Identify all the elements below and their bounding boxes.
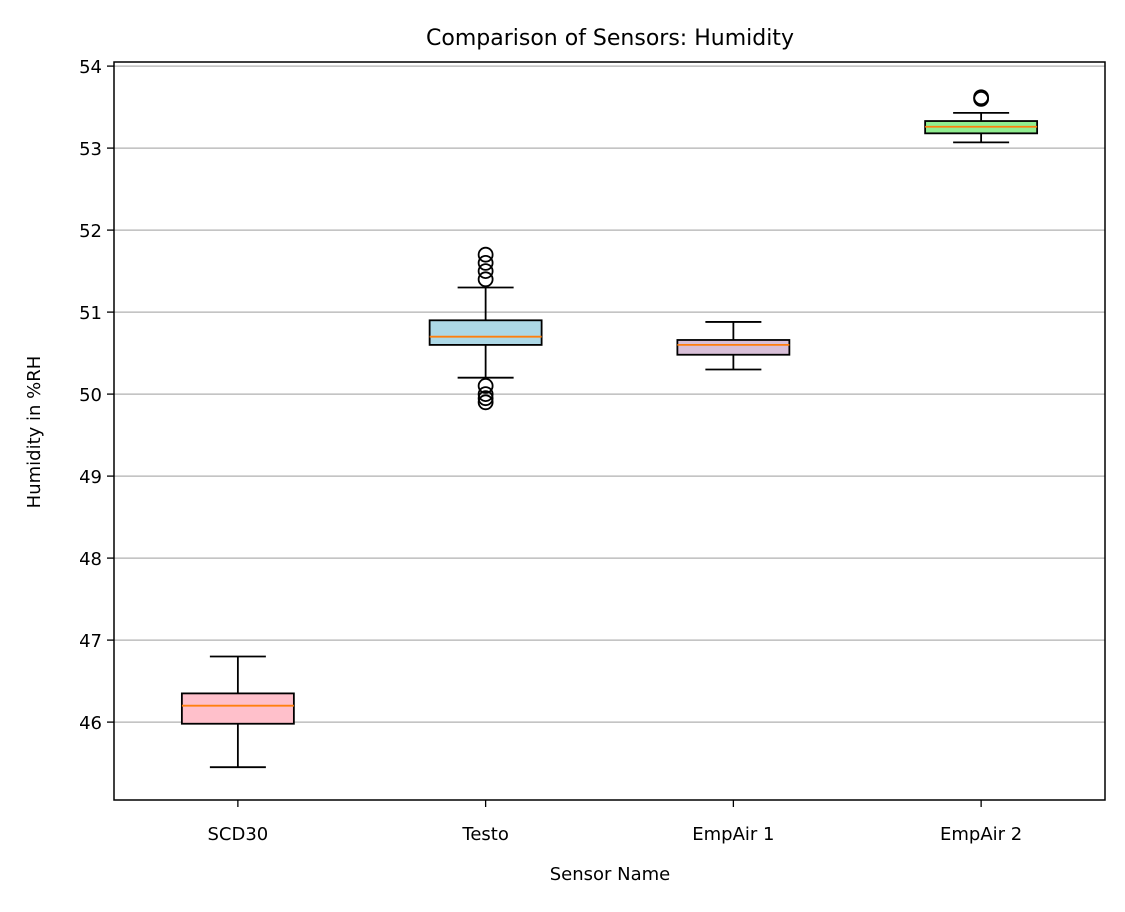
y-axis-label: Humidity in %RH [24,356,45,509]
box-testo [428,246,543,411]
outlier-point [973,89,990,106]
outlier-point [477,246,494,263]
y-tick-label: 54 [79,57,102,78]
y-tick-label: 49 [79,467,102,488]
plot-frame [113,61,1106,801]
x-tick-label: Testo [461,824,508,845]
y-tick-label: 46 [79,713,102,734]
x-axis-label: Sensor Name [550,864,671,885]
y-tick-label: 47 [79,631,102,652]
grid-lines [114,65,1105,723]
box-iqr [676,339,791,356]
box-iqr [428,319,543,346]
x-tick-label: EmpAir 2 [940,824,1022,845]
outlier-point [477,386,494,403]
outlier-point [477,263,494,280]
y-tick-label: 50 [79,385,102,406]
boxes [180,89,1039,769]
outlier-point [477,394,494,411]
chart-title: Comparison of Sensors: Humidity [426,26,794,51]
outlier-point [477,390,494,407]
x-tick-label: SCD30 [207,824,268,845]
box-scd30 [180,655,295,769]
y-tick-label: 53 [79,139,102,160]
y-tick-label: 52 [79,221,102,242]
box-empair-1 [676,321,791,371]
box-iqr [180,692,295,725]
axes: 46 47 48 49 50 51 52 53 54 SCD30 Testo EmpAir 1 EmpA… [79,57,1106,845]
box-empair-2 [924,89,1039,144]
outlier-point [477,377,494,394]
outlier-point [477,254,494,271]
y-tick-label: 51 [79,303,102,324]
outlier-point [477,271,494,288]
x-tick-label: EmpAir 1 [692,824,774,845]
y-tick-label: 48 [79,549,102,570]
